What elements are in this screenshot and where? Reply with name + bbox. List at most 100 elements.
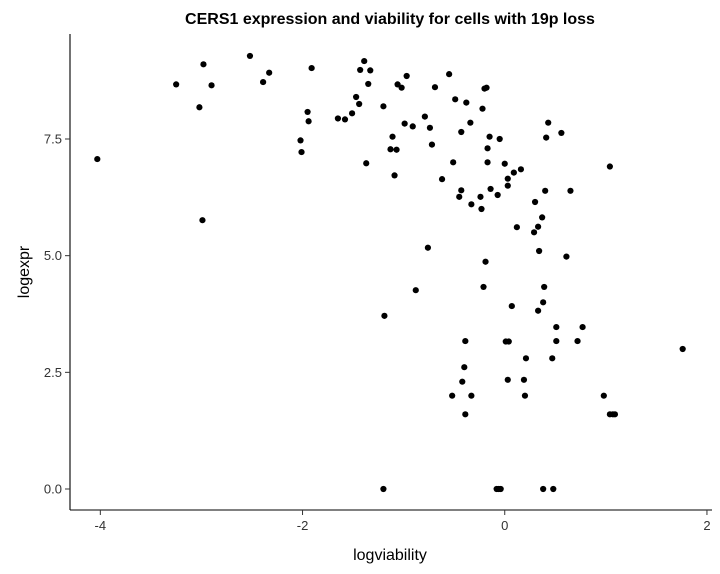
x-tick-label: -2: [297, 518, 309, 533]
scatter-point: [348, 110, 356, 117]
scatter-point: [334, 115, 342, 122]
scatter-point: [196, 104, 203, 111]
scatter-point: [446, 71, 453, 78]
scatter-point: [450, 159, 457, 166]
scatter-point: [421, 113, 428, 120]
scatter-point: [266, 69, 273, 76]
y-tick-label: 5.0: [44, 248, 62, 263]
scatter-point: [535, 223, 542, 230]
scatter-point: [540, 485, 547, 493]
scatter-point: [308, 64, 315, 72]
scatter-point: [496, 135, 503, 143]
scatter-point: [484, 159, 491, 166]
scatter-point: [504, 376, 511, 383]
scatter-point: [611, 411, 619, 418]
scatter-point: [486, 133, 493, 140]
scatter-point: [536, 247, 543, 255]
scatter-point: [462, 337, 469, 345]
scatter-point: [563, 253, 570, 260]
scatter-point: [428, 141, 436, 148]
scatter-point: [458, 187, 465, 194]
scatter-point: [468, 392, 475, 399]
x-axis-label: logviability: [353, 547, 427, 564]
scatter-point: [477, 193, 484, 200]
scatter-point: [541, 283, 548, 291]
data-points: [94, 52, 686, 493]
scatter-point: [679, 345, 686, 353]
scatter-point: [431, 84, 439, 91]
scatter-point: [535, 307, 542, 314]
scatter-point: [487, 185, 494, 193]
scatter-point: [539, 214, 546, 221]
scatter-point: [452, 96, 459, 103]
scatter-point: [521, 392, 529, 399]
scatter-point: [479, 105, 486, 112]
y-tick-label: 0.0: [44, 482, 62, 497]
scatter-point: [409, 123, 416, 130]
scatter-point: [542, 187, 549, 194]
scatter-point: [367, 67, 374, 74]
scatter-point: [484, 145, 491, 152]
scatter-point: [480, 283, 487, 291]
scatter-point: [520, 376, 528, 383]
scatter-point: [600, 392, 607, 399]
scatter-point: [505, 338, 512, 345]
scatter-point: [513, 224, 520, 231]
scatter-point: [199, 217, 206, 224]
y-axis-label: logexpr: [16, 245, 33, 298]
scatter-point: [353, 93, 360, 101]
scatter-point: [549, 355, 556, 362]
scatter-point: [412, 287, 419, 294]
scatter-point: [540, 299, 547, 306]
scatter-point: [456, 193, 463, 200]
scatter-point: [497, 485, 504, 493]
scatter-point: [356, 100, 363, 108]
scatter-point: [461, 364, 468, 371]
scatter-point: [545, 119, 552, 126]
scatter-point: [517, 166, 525, 173]
scatter-point: [468, 201, 475, 208]
scatter-point: [380, 485, 387, 493]
scatter-point: [387, 146, 394, 153]
scatter-point: [550, 485, 557, 493]
chart-title: CERS1 expression and viability for cells…: [185, 11, 595, 28]
y-tick-label: 7.5: [44, 132, 62, 147]
x-tick-label: 0: [501, 518, 508, 533]
scatter-point: [504, 175, 511, 182]
scatter-point: [398, 84, 405, 91]
scatter-point: [246, 52, 254, 60]
scatter-point: [494, 191, 501, 199]
scatter-point: [579, 323, 586, 331]
scatter-point: [94, 155, 101, 163]
scatter-point: [459, 378, 466, 385]
scatter-point: [341, 116, 349, 123]
scatter-point: [510, 169, 517, 176]
scatter-point: [365, 80, 372, 88]
scatter-point: [482, 258, 489, 265]
scatter-point: [393, 146, 400, 153]
scatter-point: [391, 172, 398, 179]
scatter-point: [438, 176, 446, 183]
scatter-point: [567, 187, 574, 194]
scatter-point: [553, 323, 560, 331]
scatter-point: [553, 337, 560, 345]
scatter-point: [530, 229, 538, 236]
scatter-point: [304, 108, 311, 116]
scatter-point: [467, 119, 474, 126]
scatter-point: [260, 78, 267, 86]
scatter-point: [531, 198, 539, 206]
scatter-point: [381, 312, 388, 319]
scatter-point: [483, 84, 490, 91]
y-axis-ticks: 0.0 2.5 5.0 7.5: [44, 132, 70, 497]
scatter-point: [522, 355, 530, 362]
y-tick-label: 2.5: [44, 365, 62, 380]
x-tick-label: -4: [95, 518, 107, 533]
scatter-point: [305, 118, 312, 125]
scatter-point: [389, 133, 396, 140]
scatter-point: [298, 148, 305, 156]
scatter-point: [558, 129, 565, 137]
scatter-point: [208, 82, 215, 89]
scatter-point: [173, 81, 180, 88]
scatter-point: [478, 205, 485, 213]
